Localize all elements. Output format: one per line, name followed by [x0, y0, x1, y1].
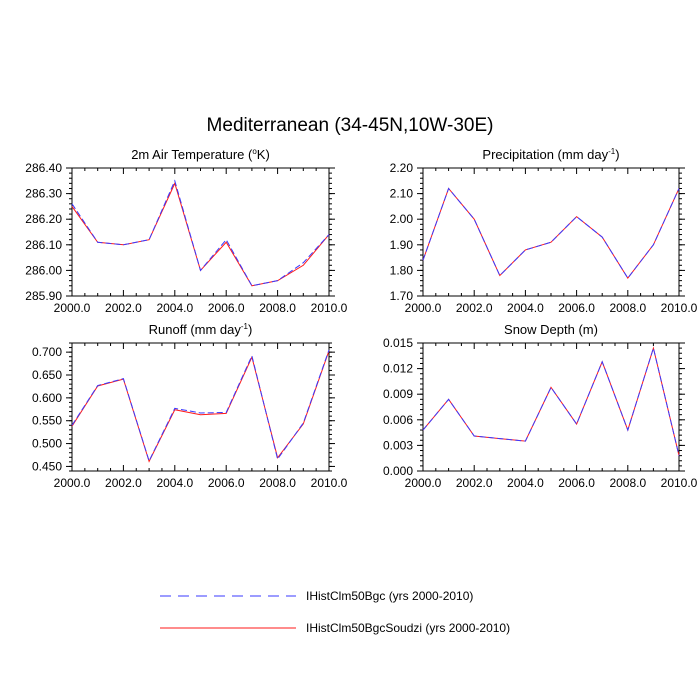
x-tick-label: 2010.0 — [311, 476, 348, 490]
y-tick-label: 1.90 — [390, 238, 414, 252]
x-tick-label: 2004.0 — [156, 476, 193, 490]
series-line-0 — [422, 187, 680, 279]
x-tick-label: 2008.0 — [609, 476, 646, 490]
x-tick-label: 2006.0 — [208, 301, 245, 315]
y-tick-label: 0.000 — [383, 464, 413, 478]
x-tick-label: 2002.0 — [456, 301, 493, 315]
panels: 2m Air Temperature (oK) 2000.0 2002.0 2004.… — [25, 147, 697, 490]
legend: IHistClm50Bgc (yrs 2000-2010) IHistClm50B… — [160, 589, 510, 635]
panel-title: Snow Depth (m) — [504, 322, 598, 337]
series-line-1 — [422, 187, 680, 279]
chart-panel-1: Precipitation (mm day-1) 2000.0 2002.0 2004… — [390, 147, 698, 315]
series-line-0 — [71, 179, 330, 287]
page-title: Mediterranean (34-45N,10W-30E) — [207, 115, 494, 136]
y-tick-label: 2.00 — [390, 212, 414, 226]
x-tick-label: 2002.0 — [105, 476, 142, 490]
y-tick-label: 0.450 — [32, 459, 62, 473]
x-tick-label: 2000.0 — [54, 301, 91, 315]
panel-title-main: Precipitation (mm day — [482, 147, 608, 162]
y-tick-label: 286.30 — [25, 187, 62, 201]
legend-label-0: IHistClm50Bgc (yrs 2000-2010) — [306, 589, 473, 603]
panel-title-main: 2m Air Temperature ( — [131, 147, 253, 162]
panel-title-sup: o — [252, 147, 257, 156]
x-tick-label: 2000.0 — [405, 476, 442, 490]
x-tick-label: 2000.0 — [405, 301, 442, 315]
series-line-0 — [422, 346, 680, 456]
y-tick-label: 0.009 — [383, 387, 413, 401]
panel-title: Runoff (mm day-1) — [149, 322, 253, 337]
panel-title: Precipitation (mm day-1) — [482, 147, 619, 162]
y-tick-label: 0.650 — [32, 368, 62, 382]
x-tick-label: 2008.0 — [259, 476, 296, 490]
chart-panel-3: Snow Depth (m) 2000.0 2002.0 2004.0 2006.0 20… — [383, 322, 698, 490]
plot-frame — [422, 342, 680, 472]
y-tick-label: 285.90 — [25, 289, 62, 303]
y-tick-label: 286.10 — [25, 238, 62, 252]
panel-title-main: Snow Depth (m) — [504, 322, 598, 337]
x-tick-label: 2008.0 — [259, 301, 296, 315]
legend-label-1: IHistClm50BgcSoudzi (yrs 2000-2010) — [306, 621, 510, 635]
panel-title-sup: -1 — [608, 147, 616, 156]
series-line-1 — [422, 346, 680, 456]
y-tick-label: 0.012 — [383, 362, 413, 376]
y-tick-label: 0.700 — [32, 345, 62, 359]
x-tick-label: 2010.0 — [661, 476, 698, 490]
chart-panel-2: Runoff (mm day-1) 2000.0 2002.0 2004.0 2006.… — [32, 322, 348, 490]
chart-panel-0: 2m Air Temperature (oK) 2000.0 2002.0 2004.… — [25, 147, 347, 315]
y-tick-label: 2.10 — [390, 187, 414, 201]
y-tick-label: 0.015 — [383, 336, 413, 350]
x-tick-label: 2006.0 — [558, 476, 595, 490]
y-tick-label: 0.600 — [32, 391, 62, 405]
x-tick-label: 2010.0 — [661, 301, 698, 315]
y-tick-label: 0.500 — [32, 437, 62, 451]
x-tick-label: 2002.0 — [456, 476, 493, 490]
plot-frame — [71, 167, 330, 297]
y-tick-label: 0.003 — [383, 438, 413, 452]
panel-title: 2m Air Temperature (oK) — [131, 147, 270, 162]
panel-title-main: Runoff (mm day — [149, 322, 242, 337]
y-tick-label: 286.00 — [25, 263, 62, 277]
y-tick-label: 286.20 — [25, 212, 62, 226]
y-tick-label: 0.550 — [32, 414, 62, 428]
y-tick-label: 0.006 — [383, 413, 413, 427]
x-tick-label: 2004.0 — [507, 476, 544, 490]
x-tick-label: 2008.0 — [609, 301, 646, 315]
x-tick-label: 2004.0 — [156, 301, 193, 315]
x-tick-label: 2004.0 — [507, 301, 544, 315]
plot-frame — [422, 167, 680, 297]
y-tick-label: 1.80 — [390, 263, 414, 277]
series-line-1 — [71, 350, 330, 463]
plot-frame — [71, 342, 330, 472]
x-tick-label: 2006.0 — [558, 301, 595, 315]
panel-title-sup: -1 — [241, 322, 249, 331]
y-tick-label: 2.20 — [390, 161, 414, 175]
panel-title-tail: ) — [615, 147, 619, 162]
x-tick-label: 2006.0 — [208, 476, 245, 490]
x-tick-label: 2000.0 — [54, 476, 91, 490]
y-tick-label: 1.70 — [390, 289, 414, 303]
series-line-0 — [71, 349, 330, 463]
panel-title-tail: K) — [257, 147, 270, 162]
panel-title-tail: ) — [248, 322, 252, 337]
x-tick-label: 2002.0 — [105, 301, 142, 315]
y-tick-label: 286.40 — [25, 161, 62, 175]
x-tick-label: 2010.0 — [311, 301, 348, 315]
